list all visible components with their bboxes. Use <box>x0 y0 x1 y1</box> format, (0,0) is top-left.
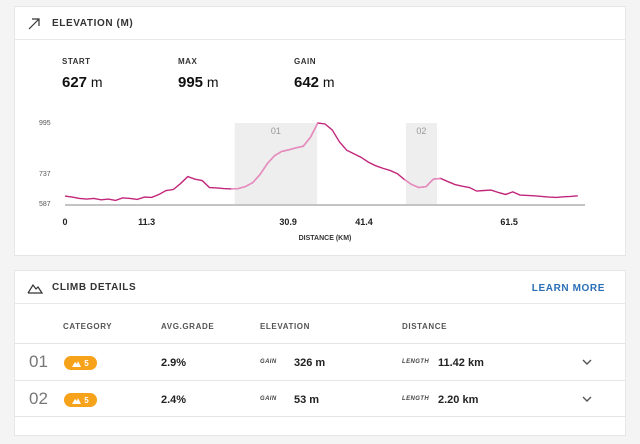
climb-segment-1 <box>231 122 319 190</box>
length-label: LENGTH <box>402 396 430 402</box>
gain-label: GAIN <box>260 359 277 365</box>
x-tick-label: 61.5 <box>500 217 518 227</box>
column-avg-grade: AVG.GRADE <box>161 322 215 331</box>
climb-zone-label: 02 <box>416 126 426 136</box>
climb-header: CLIMB DETAILS LEARN MORE <box>15 271 625 304</box>
climb-number: 02 <box>29 389 48 408</box>
climb-row[interactable]: 01 5 2.9% GAIN 326 m LENGTH 11.42 km <box>15 343 625 380</box>
category-value: 5 <box>84 395 89 405</box>
stat-gain: GAIN 642 m <box>294 57 335 91</box>
category-badge: 5 <box>64 393 97 407</box>
trend-arrow-icon <box>28 18 40 30</box>
chevron-down-icon[interactable] <box>581 393 593 405</box>
elevation-profile-line <box>64 122 578 202</box>
column-distance: DISTANCE <box>402 322 448 331</box>
length-value: 11.42 km <box>438 357 484 369</box>
avg-grade: 2.9% <box>161 357 187 369</box>
column-elevation: ELEVATION <box>260 322 310 331</box>
stat-gain-value: 642 m <box>294 74 335 91</box>
y-tick-label: 995 <box>39 120 51 127</box>
climb-details-card: CLIMB DETAILS LEARN MORE CATEGORY AVG.GR… <box>14 270 626 436</box>
stat-gain-label: GAIN <box>294 57 316 66</box>
mountain-icon <box>72 360 82 367</box>
elevation-title: ELEVATION (M) <box>52 18 134 29</box>
climb-number: 01 <box>29 352 48 371</box>
climb-segment-2 <box>404 177 441 189</box>
x-tick-label: 30.9 <box>279 217 297 227</box>
x-tick-label: 0 <box>62 217 67 227</box>
learn-more-link[interactable]: LEARN MORE <box>531 283 605 294</box>
climb-zone-2 <box>405 123 437 204</box>
chevron-down-icon[interactable] <box>581 356 593 368</box>
category-badge: 5 <box>64 356 97 370</box>
column-category: CATEGORY <box>63 322 113 331</box>
x-tick-label: 41.4 <box>355 217 373 227</box>
length-value: 2.20 km <box>438 394 479 406</box>
stat-start-value: 627 m <box>62 74 103 91</box>
climb-row[interactable]: 02 5 2.4% GAIN 53 m LENGTH 2.20 km <box>15 380 625 417</box>
mountain-icon <box>27 283 43 294</box>
stat-max: MAX 995 m <box>178 57 219 91</box>
climb-zone-label: 01 <box>271 126 281 136</box>
y-tick-label: 737 <box>39 171 51 178</box>
avg-grade: 2.4% <box>161 394 187 406</box>
gain-value: 53 m <box>294 394 320 406</box>
elevation-card: ELEVATION (M) START 627 m MAX 995 m GAIN… <box>14 6 626 256</box>
stat-start-label: START <box>62 57 91 66</box>
climb-zone-1 <box>234 123 318 204</box>
climb-title: CLIMB DETAILS <box>52 282 137 293</box>
elevation-chart: 01 02 995 737 587 0 11.3 30.9 41.4 61.5 DISTANCE (… <box>39 120 585 242</box>
stat-max-value: 995 m <box>178 74 219 91</box>
mountain-icon <box>72 397 82 404</box>
stat-start: START 627 m <box>62 57 103 91</box>
y-tick-label: 587 <box>39 201 51 208</box>
length-label: LENGTH <box>402 359 430 365</box>
category-value: 5 <box>84 358 89 368</box>
elevation-header: ELEVATION (M) <box>15 7 625 40</box>
x-axis-title: DISTANCE (KM) <box>299 235 352 242</box>
gain-value: 326 m <box>294 357 326 369</box>
gain-label: GAIN <box>260 396 277 402</box>
x-tick-label: 11.3 <box>138 217 155 227</box>
stat-max-label: MAX <box>178 57 198 66</box>
